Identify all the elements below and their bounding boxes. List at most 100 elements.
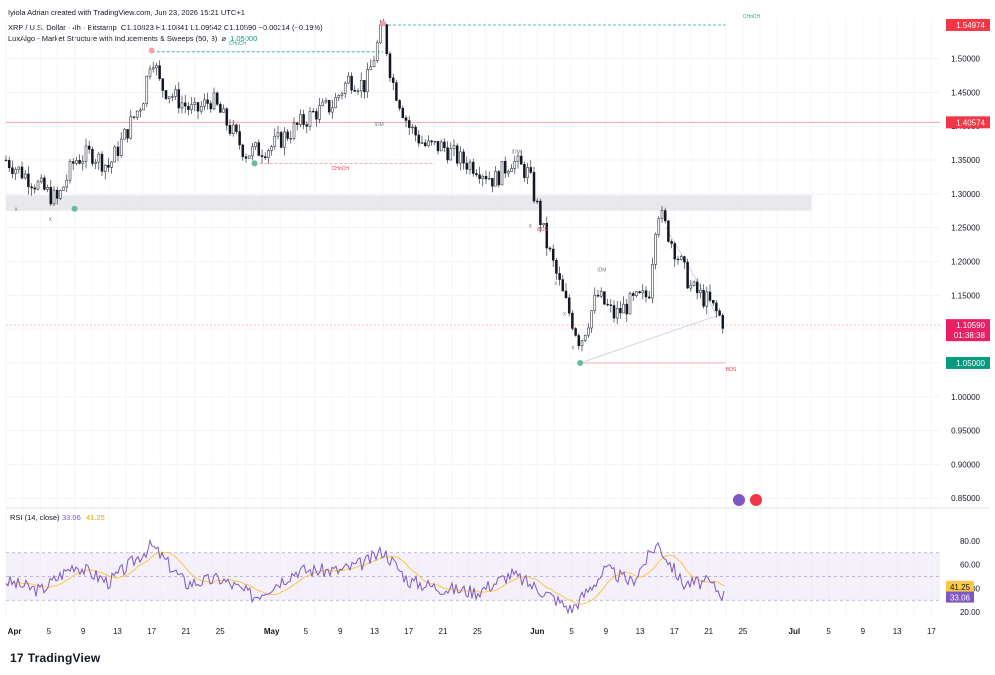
candle-body: [430, 140, 433, 143]
time-tick-label: 13: [636, 627, 645, 636]
price-tick-label: 0.90000: [951, 460, 980, 469]
candle-body: [647, 296, 651, 299]
candle-body: [657, 218, 661, 235]
candle-body: [337, 95, 341, 98]
flag-icon[interactable]: [750, 494, 762, 506]
level-lines: [6, 24, 940, 364]
alert-icons[interactable]: [733, 494, 762, 506]
candle-body: [289, 138, 293, 140]
candle-body: [356, 90, 360, 92]
candle-body: [286, 131, 289, 139]
candle-body: [535, 200, 539, 203]
candle-body: [193, 102, 197, 105]
candle-body: [587, 327, 590, 336]
sweep-marker: x: [529, 224, 532, 230]
candle-body: [612, 305, 616, 319]
candle-body: [590, 310, 593, 329]
candle-body: [180, 102, 184, 109]
candle-body: [686, 261, 689, 289]
candle-body: [359, 80, 363, 92]
tradingview-logo[interactable]: 17 TradingView: [10, 651, 100, 665]
candle-body: [503, 160, 507, 174]
replay-icon[interactable]: [733, 494, 745, 506]
idm-label: IDM: [512, 149, 521, 155]
candle-body: [443, 141, 446, 148]
candle-body: [33, 187, 37, 190]
candle-body: [145, 75, 149, 105]
tradingview-mark-icon: 17: [10, 651, 24, 665]
candle-body: [436, 141, 440, 152]
candle-body: [683, 256, 686, 263]
candle-body: [372, 60, 376, 68]
candle-body: [244, 156, 248, 159]
candle-body: [209, 103, 213, 110]
time-tick-label: 17: [670, 627, 679, 636]
candle-body: [151, 67, 155, 70]
rsi-ma-line: [5, 551, 725, 605]
time-tick-label: 13: [113, 627, 122, 636]
candle-body: [433, 141, 437, 143]
candle-body: [167, 96, 171, 99]
trendline-support: [579, 315, 718, 364]
candle-body: [545, 223, 549, 249]
time-tick-label: 9: [861, 627, 866, 636]
candle-body: [452, 145, 456, 149]
candle-body: [471, 161, 475, 174]
time-tick-label: Apr: [8, 627, 22, 636]
candle-body: [487, 178, 491, 180]
countdown-tag: 01:38:38: [954, 331, 986, 340]
trendline-resistance: [665, 227, 718, 316]
candle-body: [68, 161, 72, 181]
candle-body: [174, 89, 177, 97]
candle-body: [36, 181, 40, 190]
time-tick-label: 21: [181, 627, 190, 636]
candle-body: [132, 116, 136, 118]
bos-label: BOS: [726, 367, 737, 373]
candle-body: [369, 66, 373, 70]
candle-body: [407, 120, 411, 128]
price-tick-label: 1.45000: [951, 88, 980, 97]
candle-body: [455, 145, 459, 164]
candle-body: [350, 75, 353, 91]
candle-body: [484, 176, 488, 180]
time-tick-label: 25: [473, 627, 482, 636]
candle-body: [670, 241, 673, 244]
candle-body: [177, 89, 181, 109]
candle-body: [481, 176, 485, 179]
choch-label: CHoCH: [332, 166, 350, 172]
candle-body: [529, 167, 533, 173]
candle-body: [203, 99, 206, 107]
candle-body: [561, 279, 565, 292]
bos-label: BOS: [537, 227, 548, 233]
symbol-line: XRP / U.S. Dollar · 4h · Bitstamp: [8, 23, 117, 32]
support-price-tag-bg: [946, 356, 990, 369]
time-tick-label: 5: [826, 627, 831, 636]
time-tick-label: 9: [338, 627, 343, 636]
sweep-zone: [6, 195, 812, 211]
candle-body: [247, 155, 251, 159]
candle-body: [14, 169, 17, 174]
candle-body: [395, 82, 398, 101]
rsi-line: [5, 538, 725, 615]
candle-body: [11, 167, 14, 174]
candle-body: [679, 256, 683, 260]
sweep-marker: x: [49, 217, 52, 223]
price-tick-label: 1.00000: [951, 393, 980, 402]
rsi-title: RSI (14, close): [10, 513, 60, 522]
time-tick-label: 21: [704, 627, 713, 636]
candle-body: [4, 159, 8, 162]
candle-body: [478, 174, 481, 179]
time-tick-label: 13: [893, 627, 902, 636]
candle-body: [641, 290, 645, 294]
candles: [4, 18, 725, 352]
candle-body: [676, 258, 680, 261]
candle-body: [123, 129, 126, 140]
candle-body: [340, 93, 344, 96]
candle-body: [692, 281, 696, 286]
current-price-bg: [946, 319, 990, 342]
time-tick-label: May: [264, 627, 280, 636]
time-tick-label: 9: [604, 627, 609, 636]
candle-body: [660, 210, 664, 220]
rsi-ma-legend-value: 41.25: [86, 513, 105, 522]
